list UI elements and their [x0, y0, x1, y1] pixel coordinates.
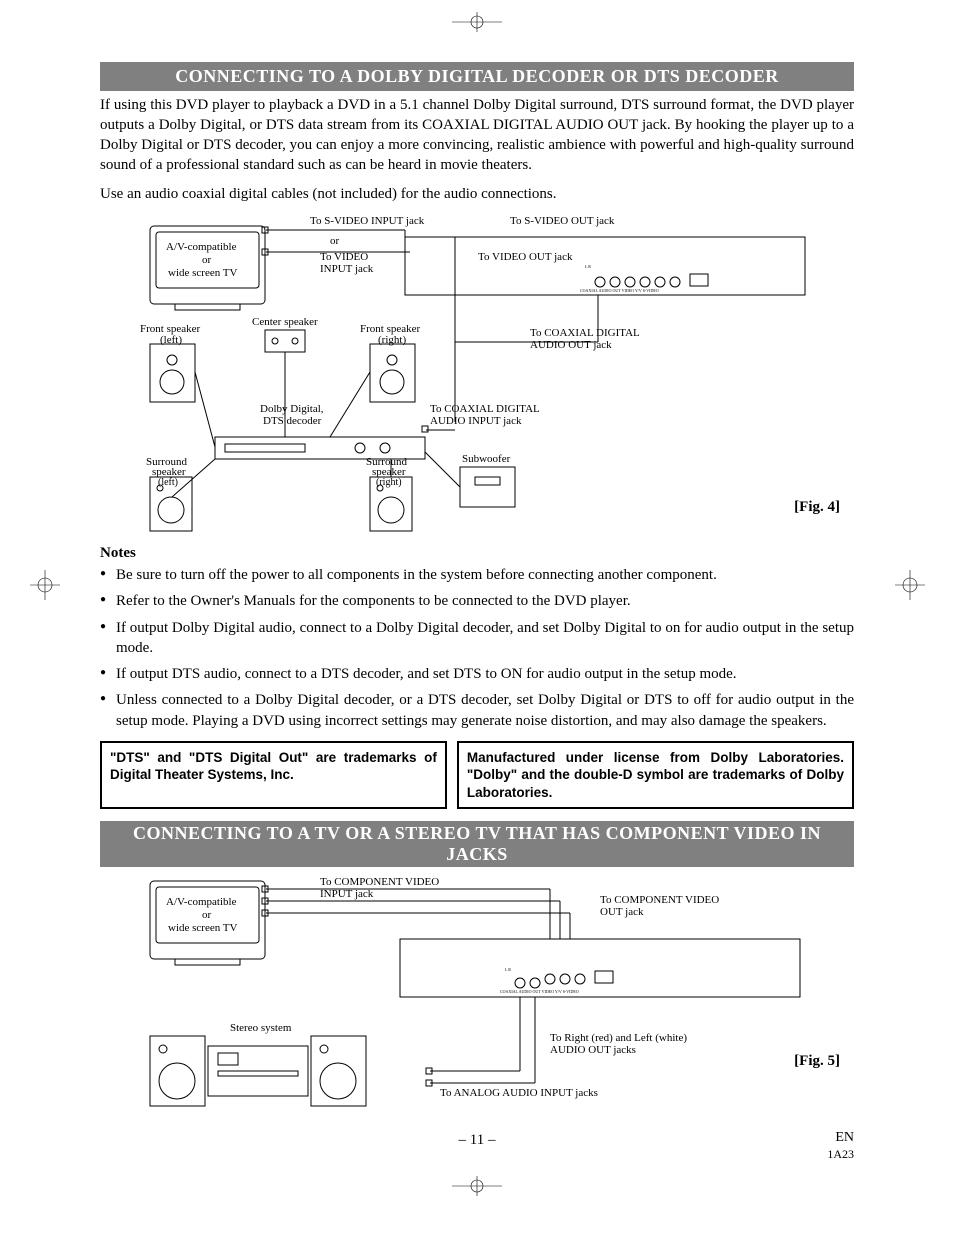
note-item: Refer to the Owner's Manuals for the com…: [100, 591, 854, 611]
section2-header: CONNECTING TO A TV OR A STEREO TV THAT H…: [100, 821, 854, 866]
fig5-label: [Fig. 5]: [794, 1051, 840, 1071]
svg-text:L R: L R: [585, 264, 591, 269]
trademark-dolby: Manufactured under license from Dolby La…: [457, 741, 854, 810]
section2-header-text: CONNECTING TO A TV OR A STEREO TV THAT H…: [133, 823, 821, 864]
lbl-coax-out-1: To COAXIAL DIGITAL: [530, 327, 640, 339]
lbl-jack-row: COAXIAL AUDIO OUT VIDEO Y/V S-VIDEO: [580, 288, 659, 293]
svg-text:L R: L R: [505, 967, 511, 972]
lbl-subwoofer: Subwoofer: [462, 453, 511, 465]
lbl-tv-2: or: [202, 254, 212, 266]
lbl-coax-out-2: AUDIO OUT jack: [530, 339, 612, 351]
lbl-coax-in-2: AUDIO INPUT jack: [430, 415, 522, 427]
lbl-video-out: To VIDEO OUT jack: [478, 251, 573, 263]
lbl-or: or: [330, 235, 340, 247]
registration-mark-icon: [452, 12, 502, 32]
crop-mark-right: [895, 570, 925, 606]
notes-heading: Notes: [100, 543, 854, 563]
lbl-surr-left-3: (left): [158, 477, 178, 488]
note-item: If output DTS audio, connect to a DTS de…: [100, 664, 854, 684]
lbl2-audio-out-1: To Right (red) and Left (white): [550, 1032, 687, 1044]
lbl-tv-1: A/V-compatible: [166, 241, 237, 253]
section1-para2: Use an audio coaxial digital cables (not…: [100, 184, 854, 204]
lbl2-comp-in-2: INPUT jack: [320, 888, 374, 900]
lbl2-audio-out-2: AUDIO OUT jacks: [550, 1044, 636, 1056]
page-number: – 11 –: [100, 1130, 854, 1150]
fig4-svg: To S-VIDEO INPUT jack To S-VIDEO OUT jac…: [130, 212, 810, 532]
lbl-front-left-2: (left): [160, 334, 182, 346]
lbl-center: Center speaker: [252, 316, 318, 328]
lbl2-jack-row: COAXIAL AUDIO OUT VIDEO Y/V S-VIDEO: [500, 989, 579, 994]
note-item: Be sure to turn off the power to all com…: [100, 565, 854, 585]
lbl-video-in-1: To VIDEO: [320, 251, 368, 263]
crop-mark-bottom: [100, 1176, 854, 1202]
lbl-surr-right-3: (right): [376, 477, 402, 488]
fig5-svg: A/V-compatible or wide screen TV To COMP…: [130, 871, 810, 1111]
crop-mark-top: [100, 12, 854, 38]
notes-list: Be sure to turn off the power to all com…: [100, 565, 854, 731]
section1-para1: If using this DVD player to playback a D…: [100, 95, 854, 176]
trademark-row: "DTS" and "DTS Digital Out" are trademar…: [100, 741, 854, 810]
trademark-dts: "DTS" and "DTS Digital Out" are trademar…: [100, 741, 447, 810]
lbl2-stereo: Stereo system: [230, 1022, 292, 1034]
lbl2-analog-in: To ANALOG AUDIO INPUT jacks: [440, 1087, 598, 1099]
registration-mark-icon: [452, 1176, 502, 1196]
page-doc-code: 1A23: [827, 1147, 854, 1161]
lbl-tv-3: wide screen TV: [168, 267, 237, 279]
lbl-front-right-2: (right): [378, 334, 406, 346]
figure-4-diagram: To S-VIDEO INPUT jack To S-VIDEO OUT jac…: [130, 212, 810, 537]
section1-header: CONNECTING TO A DOLBY DIGITAL DECODER OR…: [100, 62, 854, 90]
lbl-decoder-1: Dolby Digital,: [260, 403, 324, 415]
lbl-coax-in-1: To COAXIAL DIGITAL: [430, 403, 540, 415]
figure-5-diagram: A/V-compatible or wide screen TV To COMP…: [130, 871, 810, 1116]
note-item: If output Dolby Digital audio, connect t…: [100, 618, 854, 659]
note-item: Unless connected to a Dolby Digital deco…: [100, 690, 854, 731]
page-lang-code: EN: [835, 1130, 854, 1145]
lbl-svideo-input: To S-VIDEO INPUT jack: [310, 215, 425, 227]
fig4-label: [Fig. 4]: [794, 497, 840, 517]
lbl-video-in-2: INPUT jack: [320, 263, 374, 275]
page-footer: – 11 – EN 1A23: [100, 1130, 854, 1170]
lbl2-comp-out-2: OUT jack: [600, 906, 644, 918]
crop-mark-left: [30, 570, 60, 606]
lbl2-comp-out-1: To COMPONENT VIDEO: [600, 894, 719, 906]
page-lang: EN 1A23: [827, 1130, 854, 1164]
lbl2-tv-2: or: [202, 909, 212, 921]
lbl-decoder-2: DTS decoder: [263, 415, 322, 427]
lbl2-tv-3: wide screen TV: [168, 922, 237, 934]
lbl-svideo-out: To S-VIDEO OUT jack: [510, 215, 615, 227]
lbl2-comp-in-1: To COMPONENT VIDEO: [320, 876, 439, 888]
lbl2-tv-1: A/V-compatible: [166, 896, 237, 908]
